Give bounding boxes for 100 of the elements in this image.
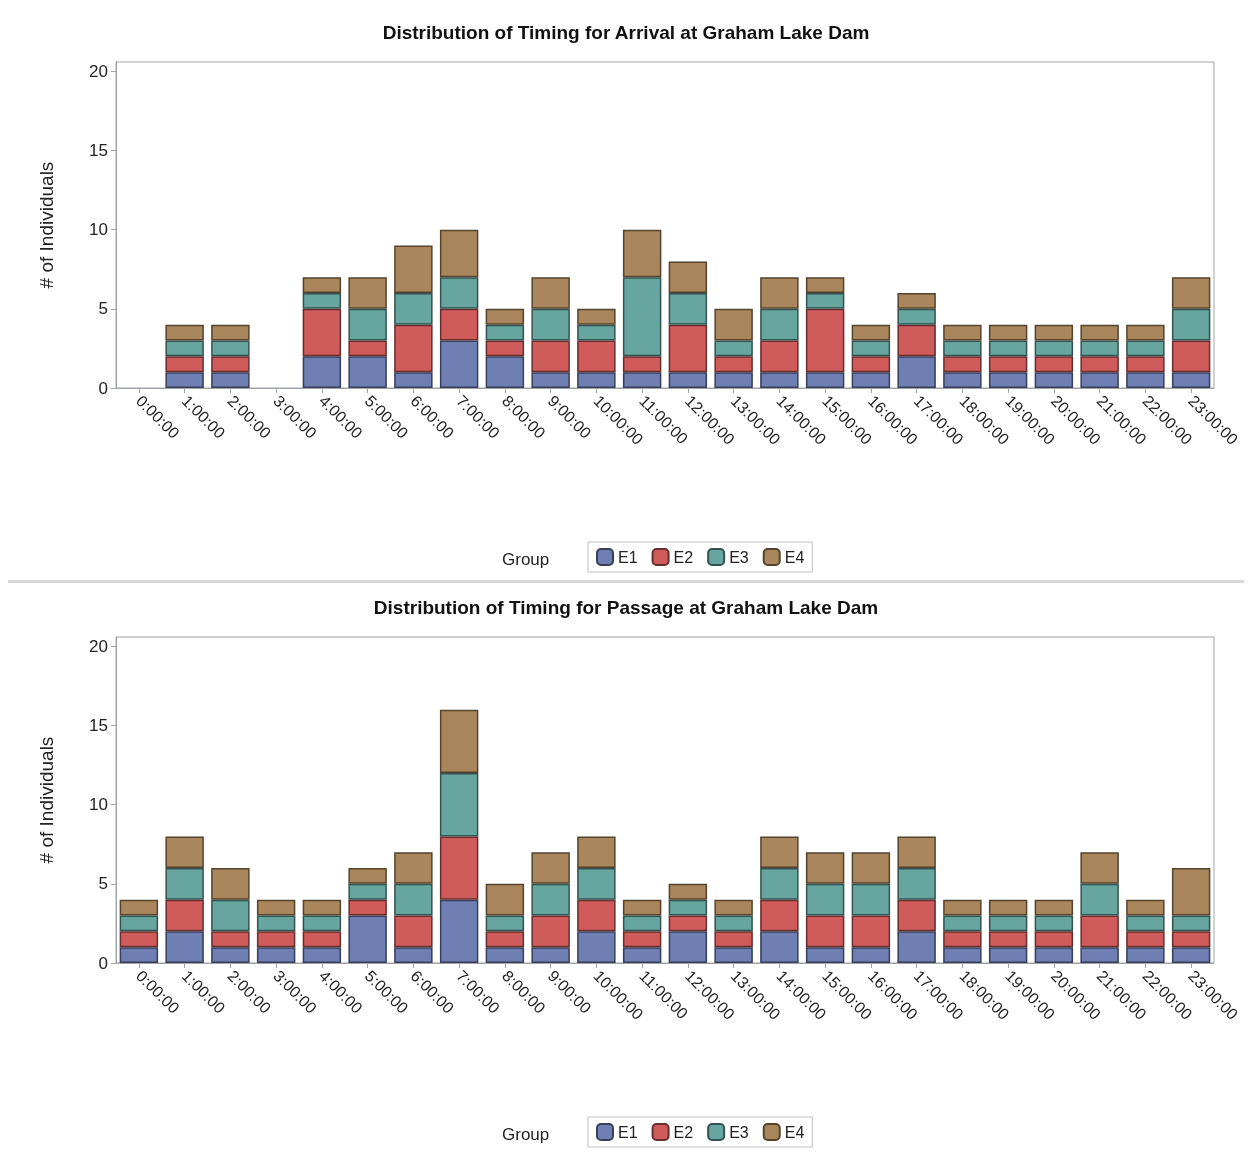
bar — [577, 836, 616, 869]
bar — [897, 308, 936, 325]
bar — [348, 915, 387, 963]
bar — [1080, 852, 1119, 884]
bar — [714, 931, 753, 948]
legend-label: E3 — [729, 548, 749, 566]
bar — [897, 324, 936, 357]
bar — [622, 372, 662, 388]
bar — [485, 947, 525, 963]
bar — [760, 931, 799, 963]
bar — [531, 340, 570, 373]
bar — [668, 931, 708, 963]
bar — [165, 868, 204, 900]
bar — [348, 868, 387, 884]
bar — [1171, 277, 1211, 309]
bar — [165, 324, 204, 341]
bar — [348, 340, 387, 357]
y-axis-title: # of Individuals — [36, 161, 57, 289]
bar — [943, 340, 982, 357]
bar — [668, 372, 708, 388]
bar — [622, 931, 662, 948]
bar — [211, 899, 250, 932]
bar — [531, 947, 570, 963]
bar — [1080, 947, 1119, 963]
bar — [714, 947, 753, 963]
bar — [394, 293, 433, 325]
bar — [394, 245, 433, 294]
bar — [851, 947, 891, 963]
bar — [348, 899, 387, 916]
legend-label: E2 — [673, 548, 694, 566]
legend-label: E4 — [784, 548, 805, 566]
bar — [714, 915, 753, 932]
y-tick-label: 5 — [98, 874, 108, 894]
bar — [622, 277, 662, 357]
bar — [943, 947, 982, 963]
bar — [1034, 931, 1074, 948]
bar — [805, 915, 845, 948]
bar — [302, 947, 342, 963]
bar — [211, 947, 250, 963]
bar — [1126, 931, 1165, 948]
bar — [714, 372, 753, 388]
y-tick-label: 0 — [98, 378, 108, 398]
bar — [485, 356, 525, 388]
bar — [302, 356, 342, 388]
bar — [714, 356, 753, 373]
bar — [211, 372, 250, 388]
bar — [897, 293, 936, 309]
bar — [1080, 324, 1119, 341]
bar — [988, 340, 1028, 357]
bar — [165, 931, 204, 963]
bar — [394, 324, 433, 373]
bar — [439, 340, 479, 388]
legend-label: E3 — [729, 1123, 749, 1141]
bar — [1034, 356, 1074, 373]
bar — [988, 324, 1028, 341]
bar — [256, 899, 296, 916]
y-tick-label: 15 — [89, 716, 108, 736]
bar — [348, 883, 387, 900]
y-axis-title: # of Individuals — [36, 736, 57, 864]
bar — [1171, 868, 1211, 916]
bar — [531, 883, 570, 916]
bar — [1080, 915, 1119, 948]
bar — [1171, 308, 1211, 341]
bar — [302, 915, 342, 932]
bar — [760, 868, 799, 900]
bar — [211, 931, 250, 948]
bar — [851, 915, 891, 948]
bar — [119, 947, 159, 963]
bar — [943, 899, 982, 916]
bar — [943, 372, 982, 388]
bar — [805, 947, 845, 963]
bar — [668, 899, 708, 916]
bar — [531, 372, 570, 388]
bar — [211, 356, 250, 373]
bar — [760, 340, 799, 373]
bar — [805, 852, 845, 884]
bar — [1034, 899, 1074, 916]
bar — [668, 883, 708, 900]
bar — [988, 931, 1028, 948]
legend-label: E1 — [618, 1123, 638, 1141]
bar — [348, 277, 387, 309]
bar — [1034, 915, 1074, 932]
bar — [577, 308, 616, 325]
bar — [302, 899, 342, 916]
bar — [760, 308, 799, 341]
bar — [1126, 947, 1165, 963]
bar — [531, 852, 570, 884]
bar — [668, 293, 708, 325]
bar — [577, 324, 616, 341]
legend-title: Group — [502, 1125, 550, 1144]
bar — [1171, 915, 1211, 932]
bar — [622, 947, 662, 963]
bar — [577, 931, 616, 963]
bar — [302, 931, 342, 948]
bar — [988, 899, 1028, 916]
bar — [531, 915, 570, 948]
legend-label: E1 — [618, 548, 638, 566]
bar — [577, 372, 616, 388]
bar — [531, 277, 570, 309]
bar — [851, 372, 891, 388]
